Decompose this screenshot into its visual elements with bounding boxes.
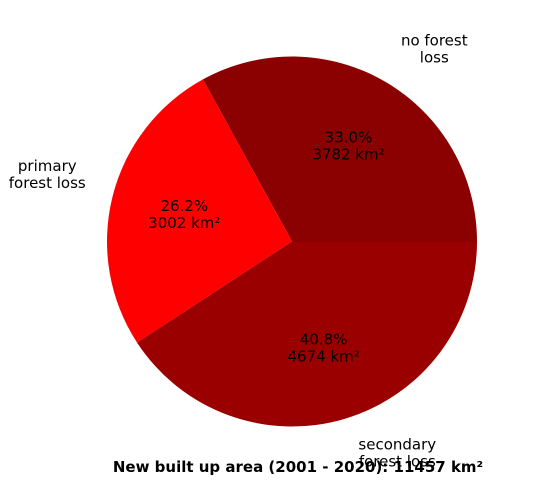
slice-category-label-primary-forest-loss: primary forest loss bbox=[9, 157, 86, 192]
slice-category-line: forest loss bbox=[9, 174, 86, 192]
slice-percent-primary-forest-loss: 26.2% bbox=[160, 197, 208, 215]
pie-slice-primary-forest-loss bbox=[107, 79, 292, 343]
slice-area-no-forest-loss: 3782 km² bbox=[312, 145, 384, 163]
slice-category-label-secondary-forest-loss: secondary forest loss bbox=[358, 436, 436, 471]
slice-percent-no-forest-loss: 33.0% bbox=[325, 128, 373, 146]
slice-value-label-secondary-forest-loss: 40.8% 4674 km² bbox=[288, 330, 360, 365]
slice-category-line: secondary bbox=[358, 436, 436, 454]
slice-area-secondary-forest-loss: 4674 km² bbox=[288, 347, 360, 365]
slice-value-label-primary-forest-loss: 26.2% 3002 km² bbox=[148, 197, 220, 232]
slice-category-line: loss bbox=[420, 48, 449, 66]
slice-category-line: forest loss bbox=[359, 453, 436, 471]
slice-category-line: primary bbox=[18, 157, 77, 175]
slice-area-primary-forest-loss: 3002 km² bbox=[148, 214, 220, 232]
slice-category-label-no-forest-loss: no forest loss bbox=[401, 31, 468, 66]
labels-layer: 33.0% 3782 km² no forest loss 26.2% 3002 km² p… bbox=[9, 31, 468, 470]
slice-value-label-no-forest-loss: 33.0% 3782 km² bbox=[312, 128, 384, 163]
slice-category-line: no forest bbox=[401, 31, 468, 49]
chart-title: New built up area (2001 - 2020): 11457 k… bbox=[113, 458, 483, 476]
pie-slice-secondary-forest-loss bbox=[137, 241, 477, 427]
slice-percent-secondary-forest-loss: 40.8% bbox=[300, 330, 348, 348]
slices-layer bbox=[107, 56, 477, 427]
pie-slice-no-forest-loss bbox=[202, 56, 477, 242]
